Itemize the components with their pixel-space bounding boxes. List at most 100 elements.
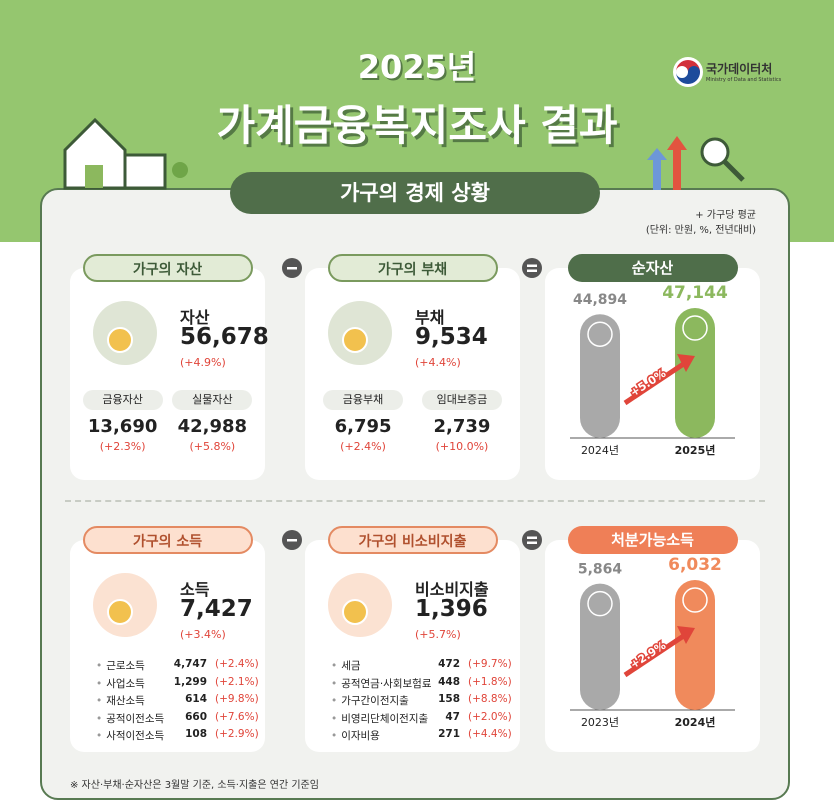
card-name: 자산: [180, 308, 210, 327]
item-value: 4,747: [173, 658, 207, 670]
card-icon: [93, 573, 157, 637]
item-label: 세금: [331, 658, 360, 673]
operator: [522, 530, 542, 550]
item-value: 158: [438, 693, 460, 705]
item-label: 공적연금·사회보험료: [331, 676, 431, 691]
card-tab: 가구의 소득: [82, 526, 253, 554]
card-value: 56,678: [180, 324, 269, 350]
card-icon: [328, 301, 392, 365]
card-name: 부채: [415, 308, 445, 327]
item-label: 비영리단체이전지출: [331, 711, 428, 726]
item-value: 2,739: [433, 416, 491, 437]
item-value: 660: [185, 710, 207, 723]
card-name: 비소비지출: [415, 580, 489, 599]
result-chart: 5,864 2023년 6,032 2024년 +2.9%: [570, 555, 735, 729]
item-value: 472: [438, 658, 460, 670]
bar: [580, 583, 620, 710]
card-change: (+5.7%): [415, 628, 461, 641]
bar-value-label: 6,032: [668, 555, 722, 575]
icon-coin: [342, 599, 368, 625]
note: + 가구당 평균: [695, 210, 756, 221]
bar-value-label: 47,144: [662, 283, 728, 303]
item-label: 가구간이전지출: [331, 693, 409, 708]
operator-sign: [287, 539, 297, 542]
item-label: 공적이전소득: [96, 711, 164, 726]
org-logo: [673, 57, 703, 87]
item-value: 108: [185, 728, 207, 740]
bar-coin: [587, 321, 613, 347]
item-change: (+9.8%): [215, 693, 259, 705]
item-value: 13,690: [87, 416, 158, 437]
item-change: (+8.8%): [468, 693, 512, 705]
icon-coin: [107, 327, 133, 353]
card-value: 7,427: [180, 596, 253, 622]
growth-label: +5.0%: [628, 367, 668, 400]
card: 소득7,427 (+3.4%) 근로소득 4,747 (+2.4%) 사업소득 1,299 (…: [70, 540, 265, 752]
footnote: ※ 자산·부채·순자산은 3월말 기준, 소득·지출은 연간 기준임: [70, 780, 319, 791]
bar-year: 2024년: [581, 444, 619, 457]
card-change: (+3.4%): [180, 628, 226, 641]
item-change: (+1.8%): [468, 675, 512, 688]
bar-coin: [587, 590, 613, 617]
result-tab: 처분가능소득: [567, 526, 738, 554]
card-change: (+4.4%): [415, 356, 461, 369]
growth-arrow: [623, 360, 687, 406]
item-change: (+2.3%): [99, 440, 146, 453]
separator: [65, 500, 765, 502]
operator-bg: [522, 258, 542, 278]
item-label: 사적이전소득: [96, 728, 164, 743]
item-label: 이자비용: [331, 728, 380, 743]
item-change: (+2.4%): [340, 440, 386, 453]
bar: [580, 314, 620, 438]
bar-year: 2024년: [675, 715, 716, 729]
card-icon: [93, 301, 157, 365]
bar-value-label: 5,864: [578, 562, 623, 578]
card-value: 1,396: [415, 596, 488, 622]
card-value: 9,534: [415, 324, 488, 350]
operator: [282, 258, 302, 278]
operator-sign: [527, 269, 537, 272]
item-value: 1,299: [173, 675, 207, 688]
section-title: 가구의 경제 상황: [230, 172, 600, 214]
item-value: 271: [438, 728, 460, 740]
card: 자산 56,678 (+4.9%) 금융자산 13,690 (+2.3%) 실물자산 42,9…: [70, 268, 269, 480]
bar-year: 2023년: [581, 716, 619, 729]
growth-arrow-head: [677, 626, 695, 644]
card: 부채 9,534 (+4.4%) 금융부채 6,795 (+2.4%) 임대보증금 2,739…: [305, 268, 520, 480]
result-tab: 순자산: [567, 254, 738, 282]
item-value: 42,988: [177, 416, 248, 437]
item-change: (+2.9%): [215, 728, 259, 740]
operator-sign: [527, 264, 537, 267]
card-tab: 가구의 비소비지출: [327, 526, 498, 554]
bar-value-label: 44,894: [573, 292, 627, 308]
growth-arrow: [623, 632, 687, 678]
item-change: (+9.7%): [468, 658, 512, 670]
growth-arrow-head: [677, 354, 695, 372]
result-chart: 44,894 2024년 47,144 2025년 +5.0%: [570, 283, 735, 457]
item-value: 6,795: [334, 416, 392, 437]
card-name: 소득: [180, 580, 210, 599]
bar-coin: [682, 587, 708, 613]
item-change: (+5.8%): [189, 440, 236, 453]
operator-sign: [527, 536, 537, 539]
operator-sign: [287, 267, 297, 270]
item-label: 금융자산: [82, 390, 163, 410]
item-change: (+2.4%): [215, 658, 259, 670]
operator-sign: [527, 541, 537, 544]
item-label: 사업소득: [96, 676, 145, 691]
card-tab: 가구의 부채: [327, 254, 498, 282]
bar: [675, 308, 715, 438]
header-title: 가계금융복지조사 결과: [216, 101, 618, 150]
item-label: 금융부채: [323, 390, 404, 410]
operator-bg: [522, 530, 542, 550]
icon-coin: [342, 327, 368, 353]
bar-year: 2025년: [675, 443, 716, 457]
org-name-en: Ministry of Data and Statistics: [706, 77, 782, 83]
operator: [282, 530, 302, 550]
item-label: 재산소득: [96, 693, 145, 708]
bar: [675, 580, 715, 710]
item-label: 임대보증금: [421, 390, 502, 410]
item-change: (+7.6%): [215, 710, 259, 723]
card-tab: 가구의 자산: [82, 254, 253, 282]
